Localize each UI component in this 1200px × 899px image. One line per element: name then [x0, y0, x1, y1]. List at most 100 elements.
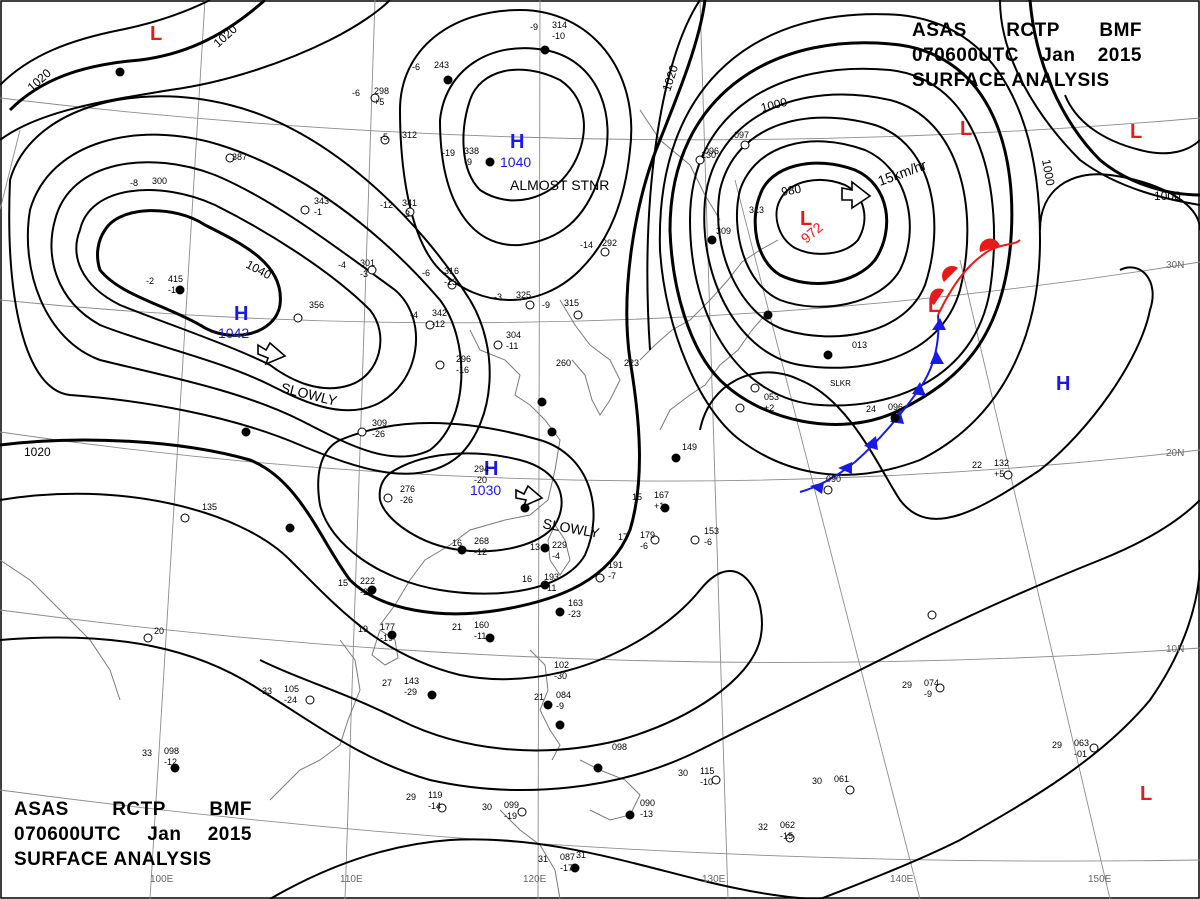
station-dewpoint: -15: [168, 285, 181, 295]
low-pressure-symbol: L: [960, 118, 972, 140]
title-time: 070600UTC: [912, 45, 1019, 66]
station-pressure: 315: [564, 298, 579, 308]
station-dewpoint: -26: [372, 429, 385, 439]
meridian-110e: [344, 0, 376, 899]
station-temperature: -3: [494, 292, 502, 302]
isobar-label: 1020: [24, 445, 51, 459]
isobar-label: 1000: [1039, 158, 1057, 187]
longitude-label: 130E: [702, 874, 726, 885]
arrow-1042-movement: [257, 341, 287, 366]
station-pressure: 087: [560, 852, 575, 862]
station-dewpoint: -12: [164, 757, 177, 767]
station-temperature: 15: [338, 578, 348, 588]
title-month: Jan: [147, 824, 182, 845]
station-pressure: 309: [716, 226, 731, 236]
coast-indochina: [269, 639, 361, 801]
station-temperature: 16: [452, 538, 462, 548]
station-dewpoint: -4: [552, 551, 560, 561]
title-agency: ASAS: [14, 799, 69, 820]
station-pressure: 102: [554, 660, 569, 670]
station-circle: [457, 545, 467, 555]
cold-front-triangle: [932, 318, 946, 330]
station-pressure: 193: [544, 572, 559, 582]
station-circle: [823, 350, 833, 360]
coast-borneo: [499, 809, 561, 899]
isobar-label: 1020: [25, 66, 54, 94]
title-row-1: ASAS RCTP BMF: [912, 18, 1142, 43]
station-circle: [485, 157, 495, 167]
stationary-note: ALMOST STNR: [510, 177, 609, 193]
station-circle: [595, 573, 605, 583]
station-pressure: 099: [504, 800, 519, 810]
station-circle: [573, 310, 583, 320]
longitude-label: 110E: [340, 874, 363, 885]
station-circle: [427, 690, 437, 700]
station-circle: [593, 763, 603, 773]
isobar-1004-northeast-arc: [1039, 173, 1200, 231]
station-pressure: 130: [701, 150, 716, 160]
station-dewpoint: -19: [504, 811, 517, 821]
station-dewpoint: -23: [568, 609, 581, 619]
station-temperature: -9: [542, 300, 550, 310]
station-circle: [485, 633, 495, 643]
station-circle: [547, 427, 557, 437]
station-temperature: -6: [412, 62, 420, 72]
isobar-1020-outer: [0, 0, 707, 616]
station-circle: [435, 360, 445, 370]
station-temperature: 21: [534, 692, 544, 702]
station-pressure: 163: [568, 598, 583, 608]
station-pressure: 342: [432, 308, 447, 318]
isobar-1016-south: [0, 492, 763, 752]
station-temperature: 22: [972, 460, 982, 470]
station-circle: [293, 313, 303, 323]
station-pressure: 062: [780, 820, 795, 830]
longitude-label: 120E: [523, 874, 547, 885]
station-pressure: 268: [474, 536, 489, 546]
isobar-992-low: [703, 93, 969, 369]
station-markers: [115, 45, 1099, 873]
station-pressure: 074: [924, 678, 939, 688]
station-pressure: 096: [704, 146, 719, 156]
station-pressure: 013: [852, 340, 867, 350]
map-text-layer: 100E 110E 120E 130E 140E 150E30N20N10NH1040H1…: [24, 20, 1184, 885]
station-pressure: 292: [602, 238, 617, 248]
station-circle: [437, 803, 447, 813]
station-pressure: 084: [556, 690, 571, 700]
isobar-1008-low: [646, 0, 701, 351]
station-temperature: -14: [580, 240, 593, 250]
isobar-1024-west: [8, 95, 491, 475]
station-circle: [650, 535, 660, 545]
station-circle: [425, 320, 435, 330]
station-circle: [143, 633, 153, 643]
station-pressure: 260: [556, 358, 571, 368]
latitude-line-40n: [0, 97, 1200, 141]
station-temperature: 16: [522, 574, 532, 584]
station-circle: [540, 580, 550, 590]
station-circle: [543, 700, 553, 710]
station-circle: [555, 720, 565, 730]
station-pressure: 276: [400, 484, 415, 494]
station-circle: [367, 265, 377, 275]
isobar-1008-south: [269, 838, 821, 899]
station-circle: [537, 397, 547, 407]
station-circle: [1089, 743, 1099, 753]
station-pressure: 300: [152, 176, 167, 186]
title-product: SURFACE ANALYSIS: [912, 70, 1110, 91]
station-pressure: 115: [700, 766, 714, 776]
movement-arrows: [257, 180, 872, 508]
station-dewpoint: -9: [924, 689, 932, 699]
station-pressure: 098: [164, 746, 179, 756]
station-dewpoint: -13: [444, 277, 457, 287]
isobar-1024-south: [317, 422, 595, 595]
station-temperature: 32: [758, 822, 768, 832]
longitude-label: 100E: [150, 874, 174, 885]
station-circle: [763, 310, 773, 320]
isobar-1032-north-center: [438, 47, 609, 247]
isobar-label: 1020: [660, 63, 682, 93]
station-circle: [443, 75, 453, 85]
high-pressure-value: 1042: [218, 325, 249, 341]
station-temperature: 33: [262, 686, 272, 696]
place-label-slkr: SLKR: [830, 379, 851, 388]
station-temperature: -4: [410, 310, 418, 320]
